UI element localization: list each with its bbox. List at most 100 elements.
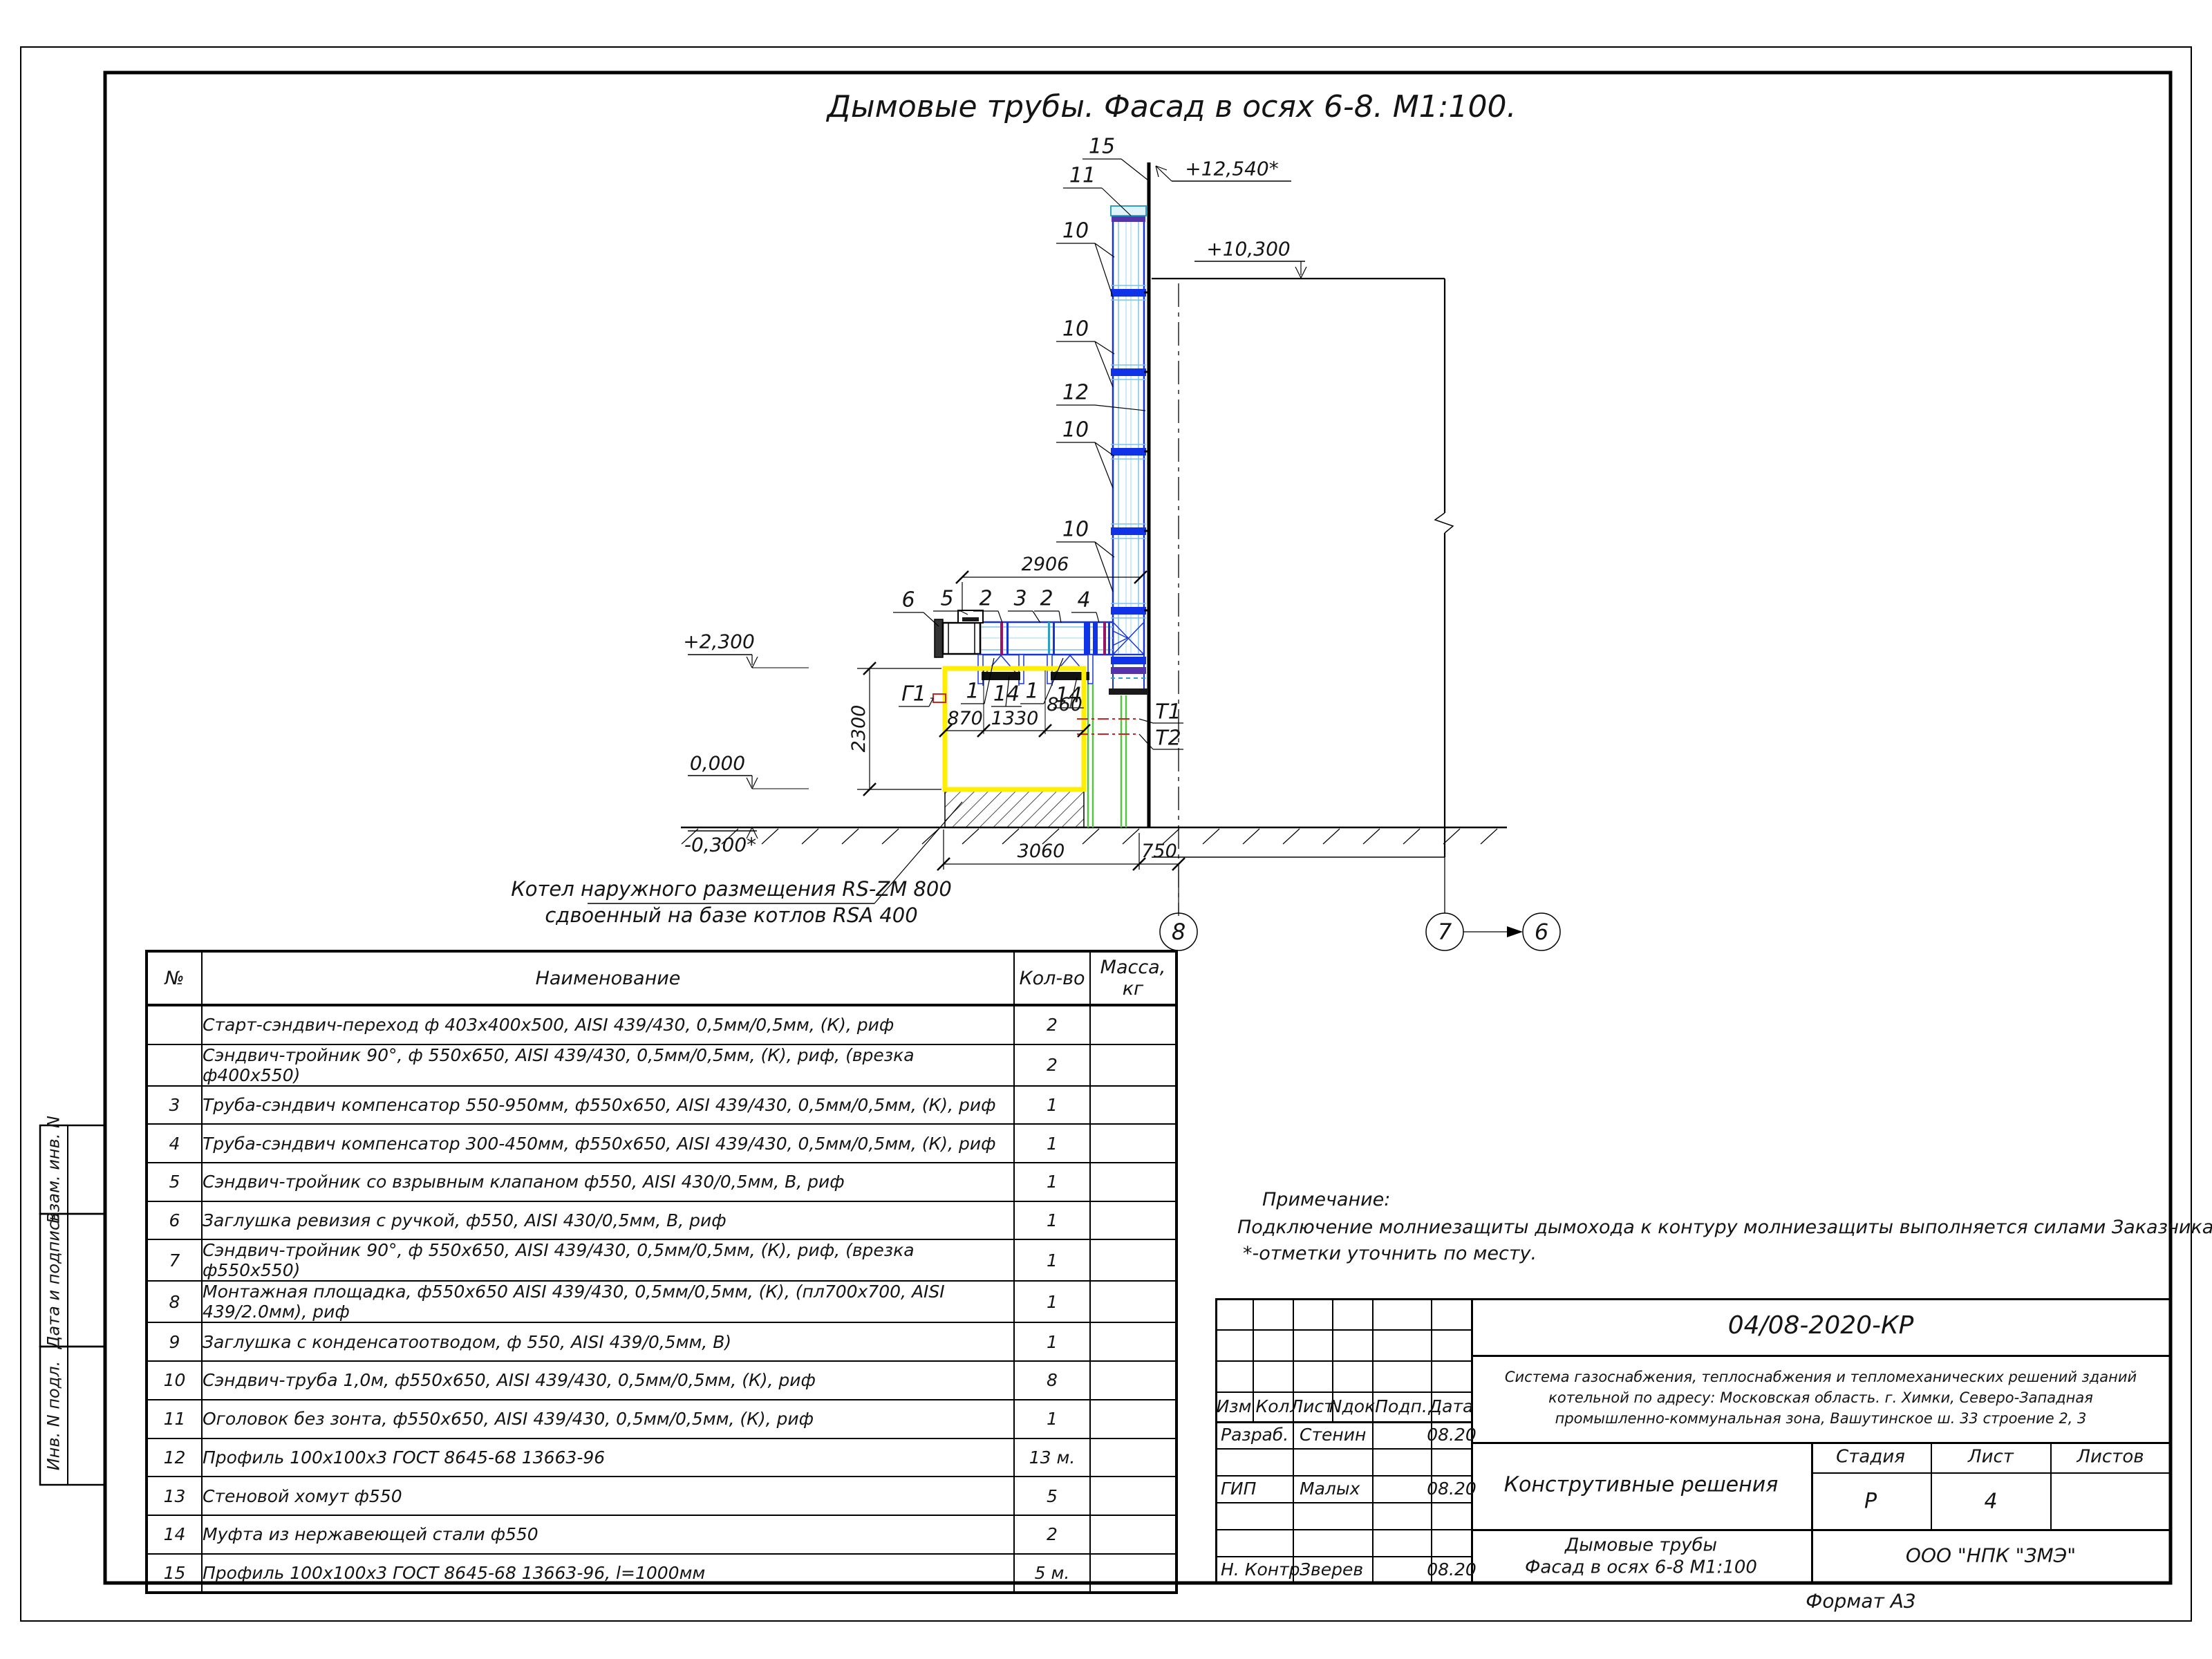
doc-number: 04/08-2020-КР (1727, 1311, 1914, 1340)
axis-6: 6 (1534, 919, 1549, 946)
boiler-outline (942, 666, 1087, 792)
t-line-leaders (1138, 718, 1183, 750)
table-row: 4 Труба-сэндвич компенсатор 300-450мм, ф5… (146, 1123, 1177, 1164)
callout-11: 11 (1069, 163, 1096, 188)
col-podp: Подп. (1375, 1396, 1427, 1416)
axis-8: 8 (1171, 919, 1186, 946)
label-g1: Г1 (901, 682, 926, 706)
dim-3060: 3060 (1017, 840, 1065, 862)
col-data: Дата (1428, 1396, 1474, 1416)
col-name: Наименование (201, 950, 1015, 1006)
sheet-number: 4 (1984, 1489, 1998, 1514)
table-row: Старт-сэндвич-переход ф 403х400х500, AIS… (146, 1004, 1177, 1045)
format-label: Формат А3 (1806, 1589, 1916, 1613)
stamp-vzam-label: Взам. инв. N (44, 1116, 64, 1224)
callout-10: 10 (1062, 418, 1089, 442)
table-row: 8 Монтажная площадка, ф550х650 AISI 439/4… (146, 1280, 1177, 1324)
building-outline (1152, 277, 1454, 913)
dim-750: 750 (1141, 840, 1177, 862)
elevation-marks (688, 165, 1307, 839)
axis-7: 7 (1437, 919, 1452, 946)
flue-duct (979, 621, 1114, 656)
stage-header: Стадия (1836, 1446, 1905, 1468)
stage-value: Р (1864, 1489, 1877, 1514)
col-ndok: Nдок (1329, 1396, 1376, 1416)
label-t2: Т2 (1155, 726, 1181, 751)
table-row: 10 Сэндвич-труба 1,0м, ф550х650, AISI 439… (146, 1360, 1177, 1400)
sheet-title-line2: Фасад в осях 6-8 М1:100 (1525, 1557, 1757, 1578)
project-line2: котельной по адресу: Московская область.… (1548, 1389, 2093, 1406)
project-line3: промышленно-коммунальная зона, Вашутинск… (1555, 1409, 2087, 1427)
sheet-title-line1: Дымовые трубы (1564, 1535, 1718, 1556)
t-lines (1077, 718, 1139, 735)
dim-1330: 1330 (991, 707, 1039, 729)
elevation-2300: +2,300 (683, 630, 755, 653)
facade-drawing (588, 158, 1561, 951)
table-row: 6 Заглушка ревизия с ручкой, ф550, AISI 4… (146, 1200, 1177, 1241)
company-name: ООО "НПК "ЗМЭ" (1905, 1544, 2077, 1567)
callout-14: 14 (1055, 683, 1082, 708)
axis-marks (1159, 912, 1561, 951)
callout-10: 10 (1062, 317, 1089, 341)
table-row: 12 Профиль 100х100х3 ГОСТ 8645-68 13663-9… (146, 1437, 1177, 1478)
sheets-header: Листов (2077, 1446, 2144, 1468)
elevation-minus300: -0,300* (684, 833, 757, 856)
date-ncontrol: 08.20 (1427, 1559, 1477, 1580)
col-kol: Кол (1255, 1396, 1290, 1416)
dimension-lines (857, 570, 1185, 916)
table-row: 3 Труба-сэндвич компенсатор 550-950мм, ф5… (146, 1085, 1177, 1125)
parts-table-header: № Наименование Кол-во Масса, кг (146, 950, 1177, 1006)
dim-870: 870 (947, 707, 983, 729)
stack-top-cap (1110, 205, 1147, 216)
label-t1: Т1 (1155, 700, 1181, 724)
dim-2906: 2906 (1021, 553, 1069, 575)
role-gip: ГИП (1221, 1478, 1257, 1499)
callout-10: 10 (1062, 517, 1089, 542)
name-gip: Малых (1300, 1478, 1360, 1499)
name-ncontrol: Зверев (1300, 1559, 1364, 1580)
boiler-caption-line1: Котел наружного размещения RS-ZM 800 (511, 877, 952, 901)
callout-1: 1 (1025, 679, 1039, 704)
callout-leaders (588, 158, 1148, 904)
ground-line (681, 826, 1507, 845)
notes-heading: Примечание: (1262, 1189, 1391, 1210)
name-developer: Стенин (1300, 1424, 1367, 1445)
callout-12: 12 (1062, 380, 1089, 405)
date-developer: 08.20 (1427, 1424, 1477, 1445)
elevation-stack-top: +12,540* (1185, 157, 1279, 180)
table-row: 9 Заглушка с конденсатоотводом, ф 550, AI… (146, 1322, 1177, 1362)
col-mass: Масса, кг (1089, 950, 1177, 1006)
callout-3: 3 (1013, 586, 1027, 611)
foundation-hatch (944, 789, 1085, 828)
table-row: 13 Стеновой хомут ф550 5 (146, 1476, 1177, 1516)
notes-line1: Подключение молниезащиты дымохода к конт… (1237, 1217, 2212, 1238)
callout-6: 6 (901, 588, 915, 612)
elevation-roof: +10,300 (1206, 237, 1291, 261)
wall-clamps (1144, 291, 1150, 612)
callout-10: 10 (1062, 218, 1089, 243)
stack-joint-bands (1111, 285, 1146, 619)
callout-4: 4 (1077, 588, 1091, 612)
callout-1: 1 (966, 679, 980, 704)
parts-table: № Наименование Кол-во Масса, кг Старт-сэ… (145, 950, 1178, 1595)
table-row: 15 Профиль 100х100х3 ГОСТ 8645-68 13663-9… (146, 1553, 1177, 1594)
callout-14: 14 (993, 682, 1020, 706)
col-list: Лист (1290, 1396, 1334, 1416)
section-title: Конструтивные решения (1503, 1472, 1779, 1497)
sheet-header: Лист (1968, 1446, 2014, 1468)
condensate-cap (1109, 688, 1148, 695)
role-developer: Разраб. (1221, 1424, 1289, 1445)
table-row: 11 Оголовок без зонта, ф550х650, AISI 439… (146, 1398, 1177, 1439)
stamp-date-sign-label: Дата и подпись (44, 1211, 64, 1349)
date-gip: 08.20 (1427, 1478, 1477, 1499)
table-row: 7 Сэндвич-тройник 90°, ф 550х650, AISI 43… (146, 1239, 1177, 1282)
callout-15: 15 (1088, 134, 1116, 159)
page-title: Дымовые трубы. Фасад в осях 6-8. М1:100. (827, 88, 1517, 124)
callout-5: 5 (940, 586, 954, 611)
elevation-zero: 0,000 (689, 751, 746, 775)
dim-860: 860 (1047, 693, 1082, 715)
stamp-inv-label: Инв. N подл. (44, 1360, 64, 1471)
col-qty: Кол-во (1013, 950, 1091, 1006)
